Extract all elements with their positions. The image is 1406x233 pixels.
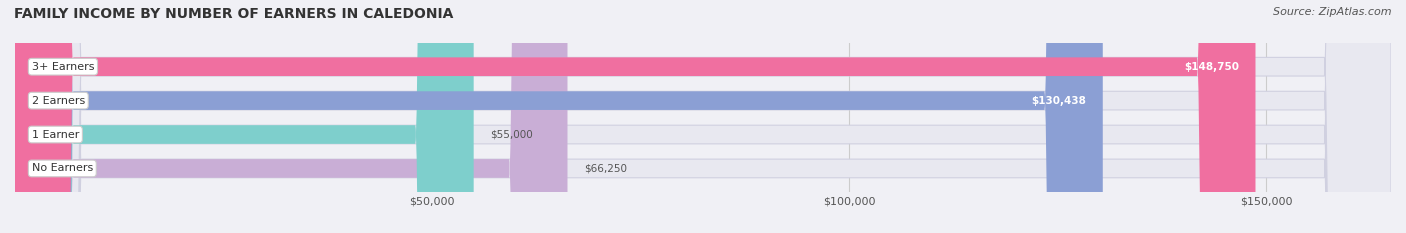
FancyBboxPatch shape (15, 0, 1102, 233)
FancyBboxPatch shape (15, 0, 1391, 233)
Text: 1 Earner: 1 Earner (32, 130, 79, 140)
FancyBboxPatch shape (15, 0, 1391, 233)
FancyBboxPatch shape (15, 0, 568, 233)
Text: 2 Earners: 2 Earners (32, 96, 84, 106)
FancyBboxPatch shape (15, 0, 1391, 233)
Text: 3+ Earners: 3+ Earners (32, 62, 94, 72)
FancyBboxPatch shape (15, 0, 1391, 233)
Text: No Earners: No Earners (32, 163, 93, 173)
Text: $148,750: $148,750 (1184, 62, 1239, 72)
Text: Source: ZipAtlas.com: Source: ZipAtlas.com (1274, 7, 1392, 17)
Text: $55,000: $55,000 (491, 130, 533, 140)
Text: FAMILY INCOME BY NUMBER OF EARNERS IN CALEDONIA: FAMILY INCOME BY NUMBER OF EARNERS IN CA… (14, 7, 453, 21)
FancyBboxPatch shape (15, 0, 474, 233)
Text: $66,250: $66,250 (583, 163, 627, 173)
FancyBboxPatch shape (15, 0, 1256, 233)
Text: $130,438: $130,438 (1031, 96, 1085, 106)
